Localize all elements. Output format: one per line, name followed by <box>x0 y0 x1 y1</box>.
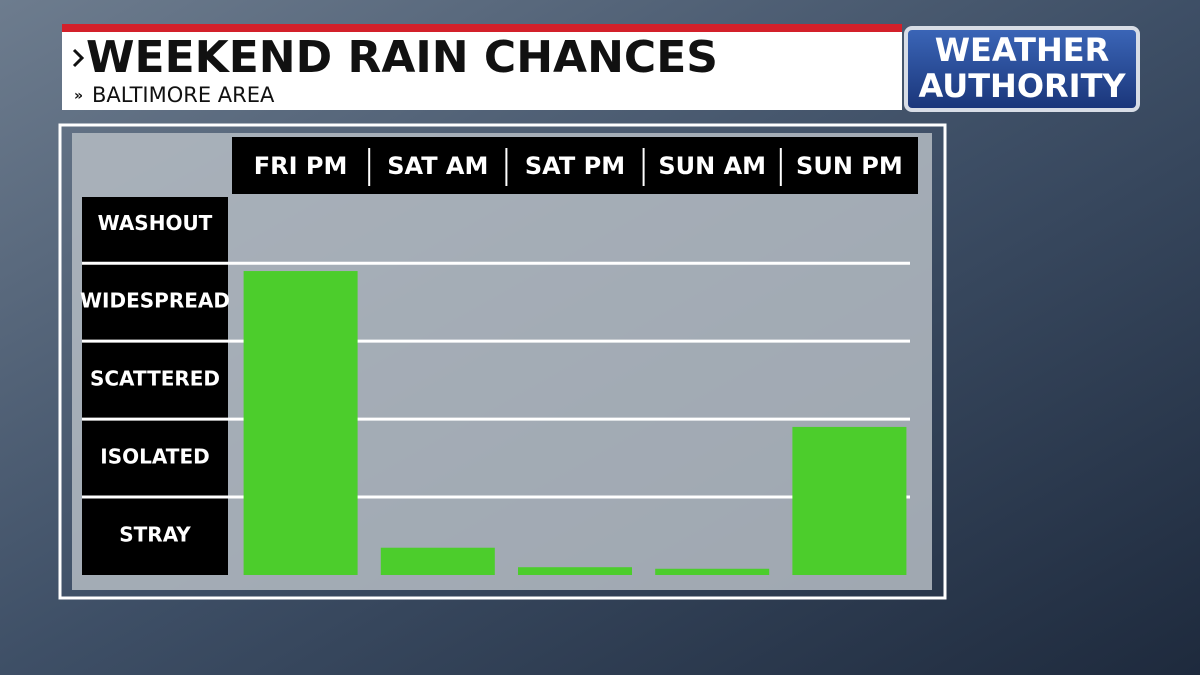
x-tick-label: SUN AM <box>658 152 766 180</box>
bar <box>518 567 632 575</box>
bar <box>792 426 907 575</box>
x-tick-label: SAT AM <box>387 152 488 180</box>
title-chevron <box>72 48 85 68</box>
title-bar <box>62 32 902 110</box>
subtitle-chevron: » <box>74 88 83 104</box>
bar <box>380 547 495 575</box>
y-tick-label: WIDESPREAD <box>80 289 230 313</box>
logo <box>904 26 1140 112</box>
chart-subtitle: BALTIMORE AREA <box>92 83 275 107</box>
x-tick-label: SUN PM <box>796 152 903 180</box>
y-tick-label: SCATTERED <box>90 367 220 391</box>
logo-line: WEATHER <box>935 31 1110 69</box>
x-tick-label: FRI PM <box>254 152 348 180</box>
column-header <box>232 137 918 194</box>
y-tick-label: STRAY <box>119 523 191 547</box>
y-tick-label: WASHOUT <box>98 211 213 235</box>
x-tick-label: SAT PM <box>525 152 625 180</box>
panel-border <box>58 123 947 600</box>
bar <box>243 271 358 575</box>
bar <box>655 568 770 575</box>
logo-line: AUTHORITY <box>918 67 1126 105</box>
title-stripe <box>62 24 902 32</box>
chart-title: WEEKEND RAIN CHANCES <box>86 32 718 83</box>
row-labels <box>82 197 228 575</box>
y-tick-label: ISOLATED <box>100 445 209 469</box>
